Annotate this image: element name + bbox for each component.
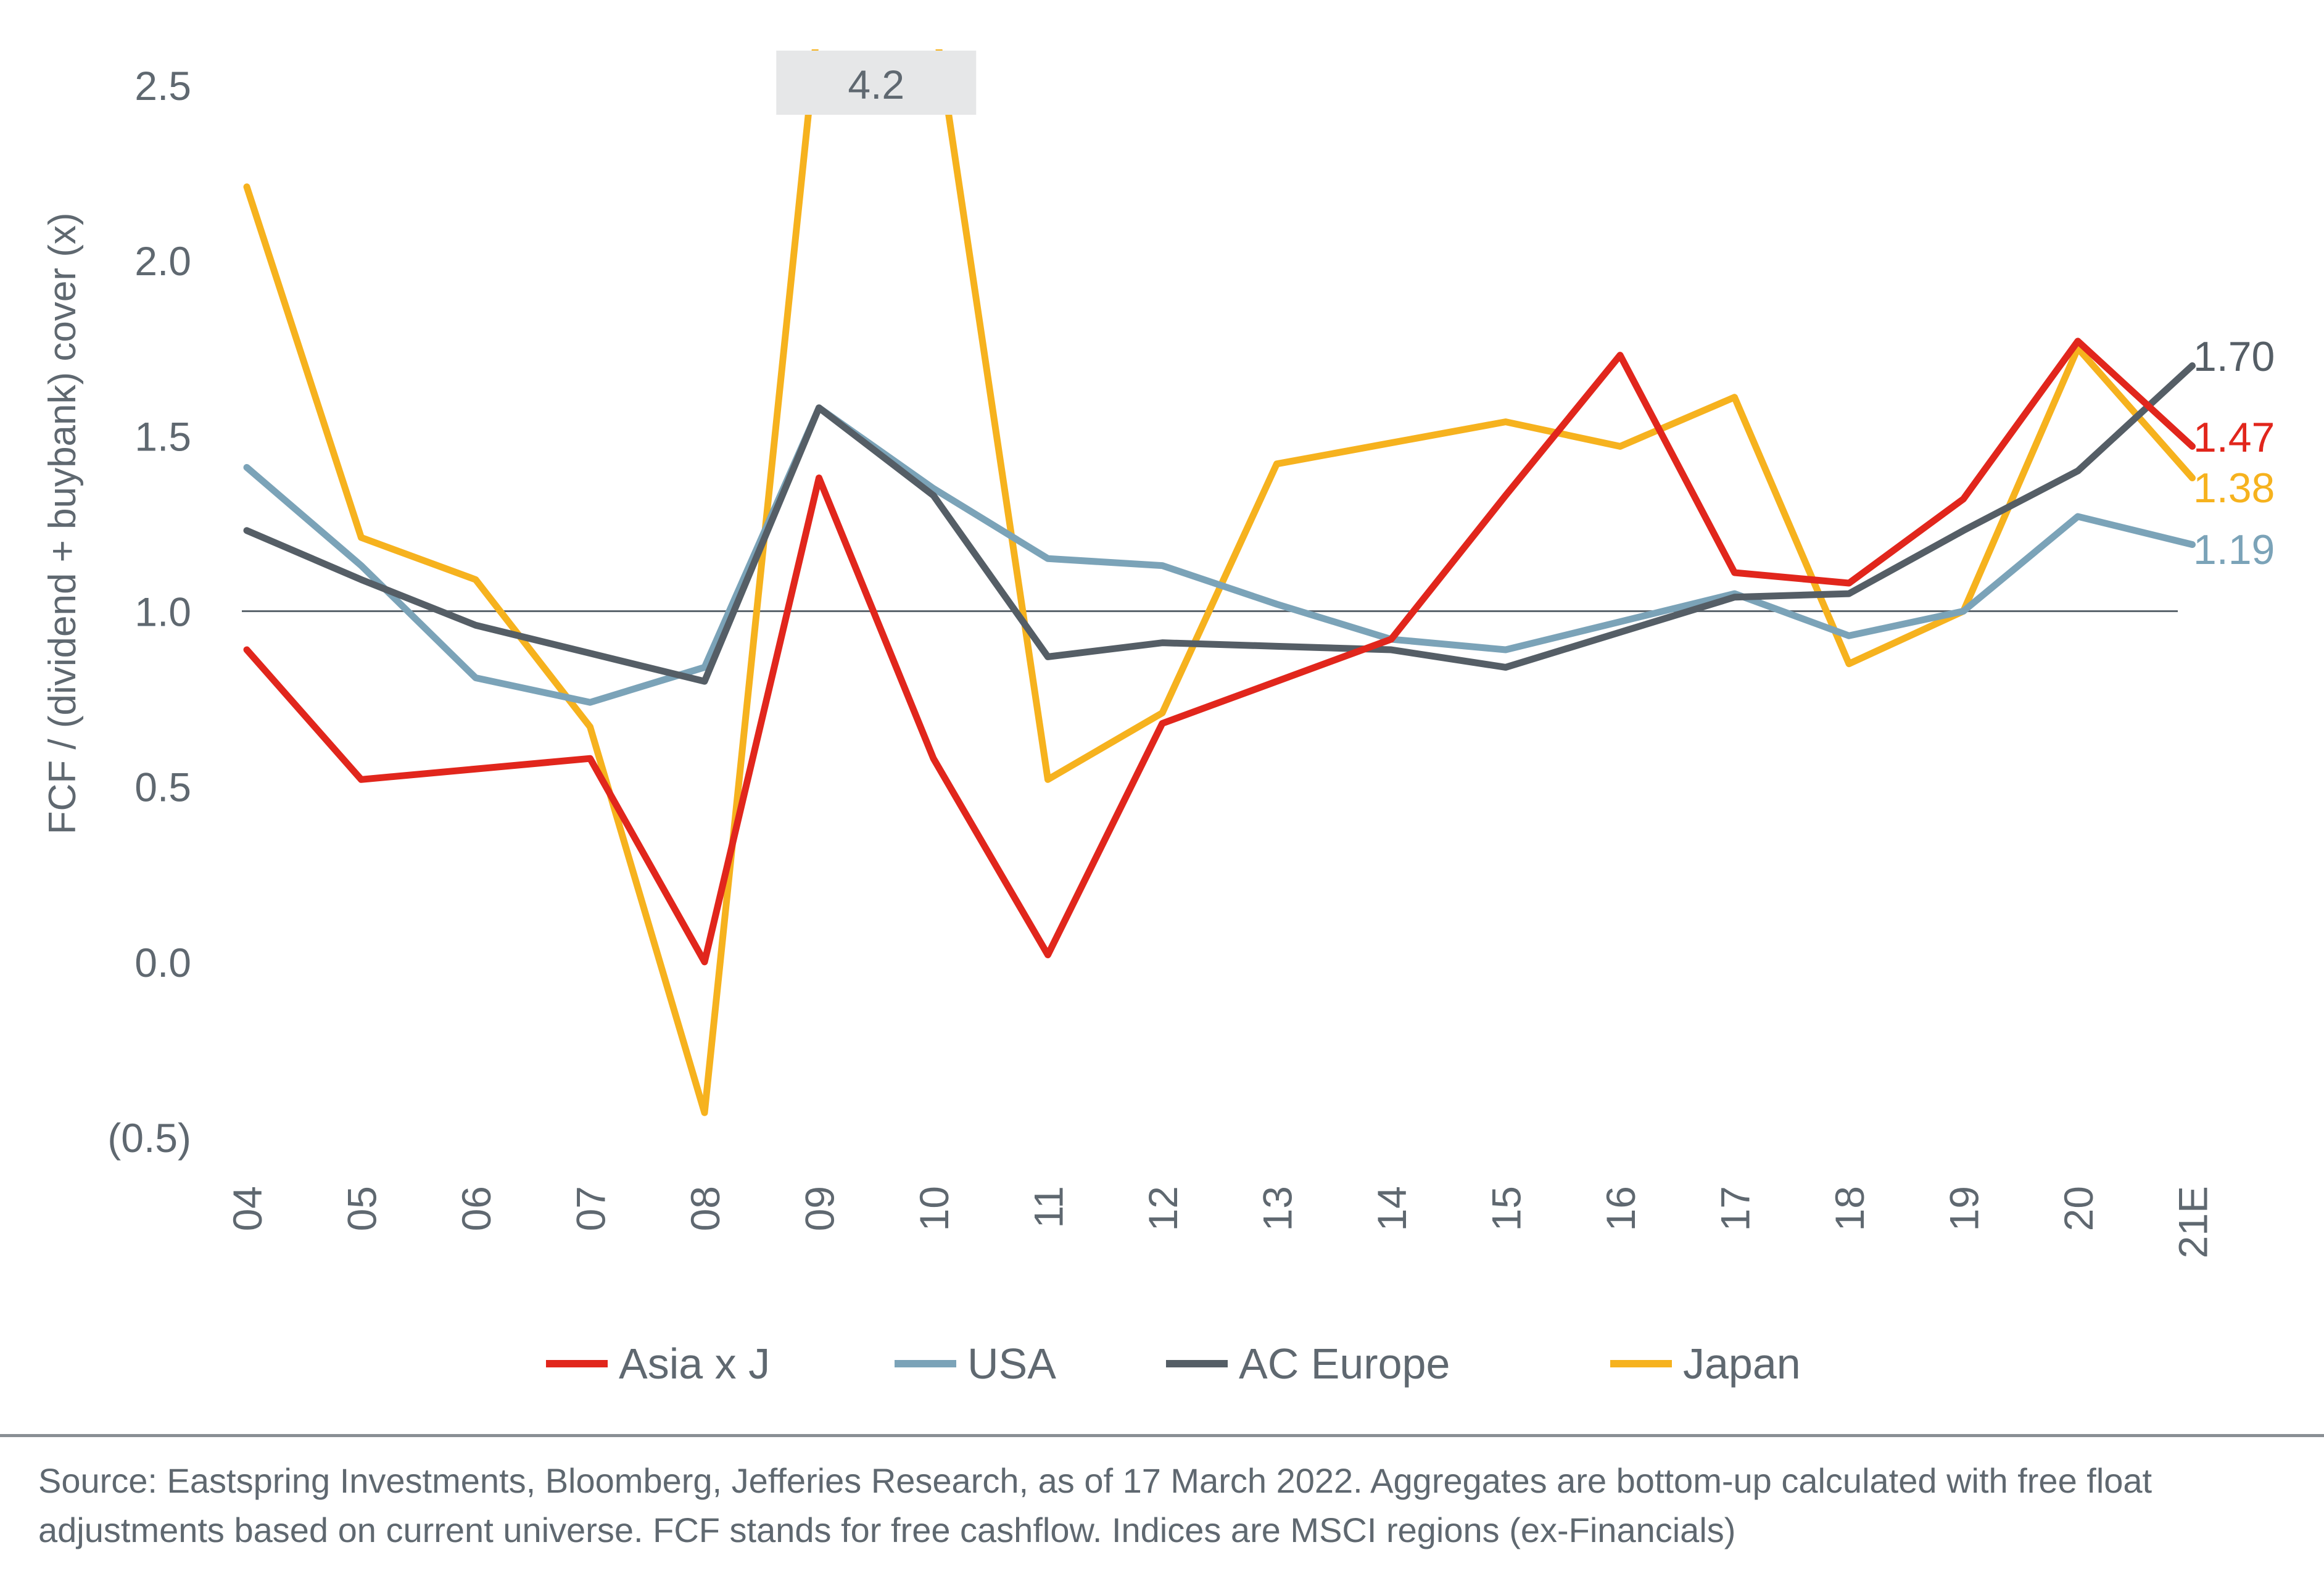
x-tick-label: 06 bbox=[453, 1186, 499, 1231]
y-tick-label: 1.0 bbox=[134, 589, 191, 635]
y-axis: 2.5 2.0 1.5 1.0 0.5 0.0 (0.5) bbox=[107, 63, 191, 1161]
series-line-asia-x-j bbox=[243, 338, 2196, 966]
end-label-ac-europe: 1.70 bbox=[2193, 333, 2275, 380]
callout-label: 4.2 bbox=[848, 62, 904, 107]
callout-box: 4.2 bbox=[776, 51, 977, 115]
x-tick-label: 19 bbox=[1941, 1186, 1987, 1231]
y-tick-label: 1.5 bbox=[134, 413, 191, 459]
x-axis: 04 05 06 07 08 09 10 11 12 13 14 15 16 17 18 19 20 21E bbox=[225, 1186, 2216, 1258]
y-tick-label: 0.5 bbox=[134, 765, 191, 810]
source-line-1: Source: Eastspring Investments, Bloomber… bbox=[38, 1461, 2152, 1500]
end-label-usa: 1.19 bbox=[2193, 526, 2275, 573]
series-line-ac-europe bbox=[243, 362, 2196, 685]
end-label-asia-x-j: 1.47 bbox=[2193, 414, 2275, 461]
legend-label: AC Europe bbox=[1239, 1340, 1450, 1388]
x-tick-label: 16 bbox=[1598, 1186, 1644, 1231]
legend-item-japan: Japan bbox=[1610, 1340, 1801, 1388]
source-line-2: adjustments based on current universe. F… bbox=[38, 1511, 1736, 1549]
y-axis-label: FCF / (dividend + buybank) cover (x) bbox=[41, 212, 84, 834]
y-tick-label: 2.0 bbox=[134, 238, 191, 284]
source-note: Source: Eastspring Investments, Bloomber… bbox=[38, 1456, 2284, 1555]
legend-label: Asia x J bbox=[619, 1340, 770, 1388]
source-divider bbox=[0, 1434, 2324, 1437]
x-tick-label: 04 bbox=[225, 1186, 270, 1231]
x-tick-label: 12 bbox=[1140, 1186, 1186, 1231]
clip-mask bbox=[740, 0, 987, 49]
x-tick-label: 07 bbox=[568, 1186, 614, 1231]
x-tick-label: 10 bbox=[911, 1186, 957, 1231]
x-tick-label: 14 bbox=[1369, 1186, 1415, 1231]
series-group bbox=[243, 0, 2196, 1116]
legend-item-ac-europe: AC Europe bbox=[1166, 1340, 1450, 1388]
y-tick-label: (0.5) bbox=[107, 1115, 191, 1161]
end-labels: 1.70 1.471.38 1.19 bbox=[2193, 333, 2275, 573]
x-tick-label: 13 bbox=[1255, 1186, 1301, 1231]
x-tick-label: 21E bbox=[2170, 1186, 2216, 1258]
end-label-japan: 1.38 bbox=[2193, 465, 2275, 512]
x-tick-label: 18 bbox=[1827, 1186, 1872, 1231]
x-tick-label: 08 bbox=[682, 1186, 728, 1231]
legend-item-asia-x-j: Asia x J bbox=[546, 1340, 770, 1388]
fcf-cover-chart: 2.5 2.0 1.5 1.0 0.5 0.0 (0.5) FCF / (dividend … bbox=[41, 0, 2275, 1388]
y-tick-label: 2.5 bbox=[134, 63, 191, 109]
legend-label: USA bbox=[967, 1340, 1056, 1388]
x-tick-label: 11 bbox=[1026, 1186, 1072, 1229]
x-tick-label: 17 bbox=[1713, 1186, 1758, 1231]
legend-item-usa: USA bbox=[895, 1340, 1056, 1388]
x-tick-label: 15 bbox=[1484, 1186, 1529, 1231]
x-tick-label: 09 bbox=[797, 1186, 843, 1231]
callout-background bbox=[776, 51, 977, 115]
x-tick-label: 05 bbox=[339, 1186, 385, 1231]
y-tick-label: 0.0 bbox=[134, 940, 191, 985]
legend: Asia x J USA AC Europe Japan bbox=[546, 1340, 1801, 1388]
x-tick-label: 20 bbox=[2056, 1186, 2101, 1231]
legend-label: Japan bbox=[1683, 1340, 1801, 1388]
series-line-usa bbox=[243, 404, 2196, 706]
